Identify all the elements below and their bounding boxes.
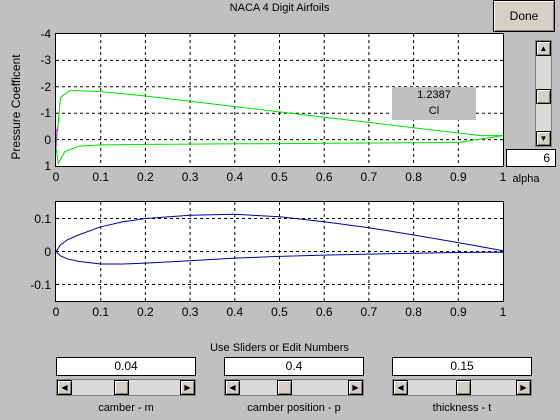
x-tick-label: 0.8 <box>405 170 422 184</box>
x-tick-label: 0.4 <box>226 170 244 184</box>
done-button[interactable]: Done <box>493 0 555 32</box>
thickness-slider-left-arrow[interactable]: ◀ <box>393 380 408 395</box>
x-tick-label: 0.7 <box>360 170 378 184</box>
cl-label: Cl <box>428 105 440 117</box>
camber-position-slider-thumb[interactable] <box>277 380 293 395</box>
series-line-0 <box>56 90 503 148</box>
thickness-label: thickness - t <box>432 402 492 414</box>
x-tick-label: 0.1 <box>92 170 110 184</box>
y-tick-label: -1 <box>40 106 51 121</box>
x-tick-label: 0.5 <box>271 305 288 319</box>
camber-position-input[interactable]: 0.4 <box>224 357 364 376</box>
camber-slider-thumb[interactable] <box>113 380 129 395</box>
alpha-slider-up-arrow[interactable]: ▲ <box>536 41 551 56</box>
camber-input[interactable]: 0.04 <box>56 357 196 376</box>
x-tick-label: 1 <box>499 170 507 184</box>
camber-slider-left-arrow[interactable]: ◀ <box>57 380 72 395</box>
y-tick-label: 0 <box>44 132 51 147</box>
alpha-slider-down-arrow[interactable]: ▼ <box>536 131 551 146</box>
camber-position-label: camber position - p <box>247 402 341 414</box>
series-line-2 <box>56 126 59 148</box>
cl-value: 1.2387 <box>417 89 451 101</box>
thickness-slider[interactable]: ◀ ▶ <box>392 379 532 396</box>
alpha-label: alpha <box>512 173 540 185</box>
controls-heading: Use Sliders or Edit Numbers <box>210 342 349 354</box>
x-tick-label: 0.6 <box>315 170 333 184</box>
alpha-input[interactable]: 6 <box>506 149 556 167</box>
y-axis-label-text: Pressure Coefficent <box>9 54 23 160</box>
x-tick-label: 0.8 <box>405 305 422 319</box>
y-tick-label: 1 <box>44 159 51 173</box>
x-tick-label: 0.7 <box>360 305 378 319</box>
y-tick-label: -4 <box>40 27 51 41</box>
series-line-0 <box>56 213 503 252</box>
cl-readout: 1.2387 Cl <box>392 87 476 120</box>
x-tick-label: 0 <box>52 305 60 319</box>
x-tick-label: 0.9 <box>449 305 467 319</box>
camber-position-slider-right-arrow[interactable]: ▶ <box>348 380 363 395</box>
camber-label: camber - m <box>98 402 154 414</box>
series-line-1 <box>56 135 503 165</box>
camber-slider-right-arrow[interactable]: ▶ <box>180 380 195 395</box>
x-tick-label: 0.4 <box>226 305 244 319</box>
alpha-slider[interactable]: ▲ ▼ <box>535 40 552 147</box>
y-tick-label: 0 <box>44 244 51 259</box>
x-tick-label: 0.6 <box>315 305 333 319</box>
camber-slider[interactable]: ◀ ▶ <box>56 379 196 396</box>
camber-position-slider[interactable]: ◀ ▶ <box>224 379 364 396</box>
x-tick-label: 0.2 <box>137 170 154 184</box>
y-tick-label: -2 <box>40 79 51 94</box>
pressure-plot-svg <box>56 34 503 166</box>
thickness-input[interactable]: 0.15 <box>392 357 532 376</box>
series-line-1 <box>56 251 503 265</box>
x-tick-label: 0.3 <box>181 170 199 184</box>
x-tick-label: 0.9 <box>449 170 467 184</box>
x-tick-label: 1 <box>499 305 507 319</box>
x-tick-label: 0 <box>52 170 60 184</box>
x-tick-label: 0.5 <box>271 170 288 184</box>
y-tick-label: 0.1 <box>34 211 51 226</box>
y-tick-label: -0.1 <box>30 277 51 292</box>
airfoil-plot <box>55 201 504 302</box>
x-tick-label: 0.2 <box>137 305 154 319</box>
x-tick-label: 0.3 <box>181 305 199 319</box>
y-tick-label: -3 <box>40 53 51 68</box>
x-tick-label: 0.1 <box>92 305 110 319</box>
window-title: NACA 4 Digit Airfoils <box>140 0 419 16</box>
airfoil-plot-svg <box>56 202 503 301</box>
alpha-slider-thumb[interactable] <box>536 89 551 104</box>
camber-position-slider-left-arrow[interactable]: ◀ <box>225 380 240 395</box>
thickness-slider-right-arrow[interactable]: ▶ <box>516 380 531 395</box>
thickness-slider-thumb[interactable] <box>456 380 472 395</box>
